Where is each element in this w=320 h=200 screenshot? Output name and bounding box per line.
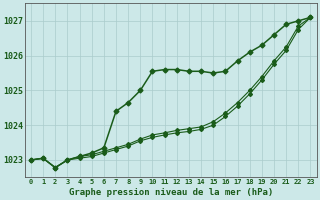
X-axis label: Graphe pression niveau de la mer (hPa): Graphe pression niveau de la mer (hPa) bbox=[68, 188, 273, 197]
